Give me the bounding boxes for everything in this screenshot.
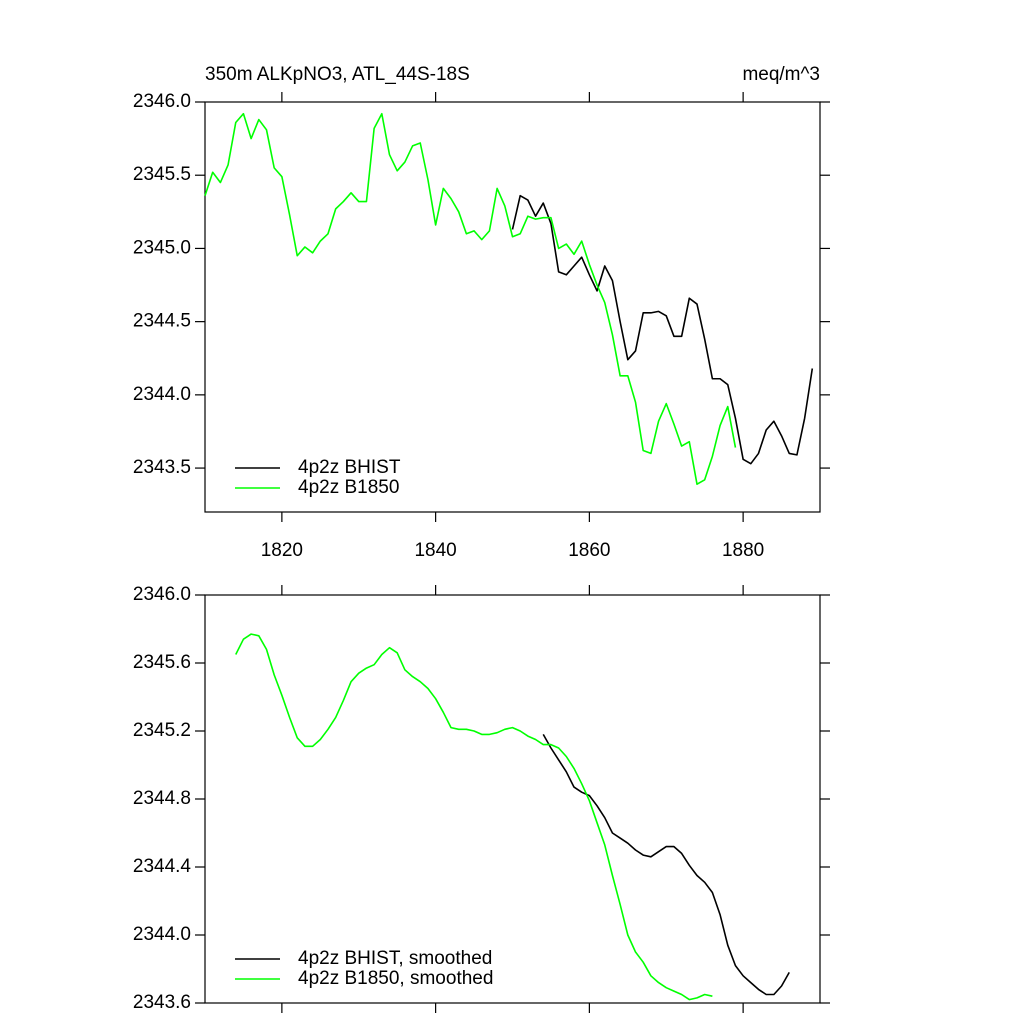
y-tick-label: 2343.6: [133, 992, 191, 1013]
y-tick-label: 2343.5: [133, 457, 191, 478]
y-tick-label: 2346.0: [133, 584, 191, 605]
y-tick-label: 2344.5: [133, 311, 191, 332]
y-tick-label: 2345.5: [133, 164, 191, 185]
legend-label: 4p2z BHIST, smoothed: [298, 948, 492, 969]
y-tick-label: 2344.0: [133, 924, 191, 945]
legend-label: 4p2z BHIST: [298, 457, 401, 478]
x-tick-label: 1820: [261, 540, 303, 561]
units-label: meq/m^3: [742, 64, 820, 85]
legend-label: 4p2z B1850: [298, 477, 399, 498]
legend-label: 4p2z B1850, smoothed: [298, 968, 493, 989]
y-tick-label: 2344.8: [133, 788, 191, 809]
y-tick-label: 2345.0: [133, 237, 191, 258]
y-tick-label: 2345.2: [133, 720, 191, 741]
y-tick-label: 2344.4: [133, 856, 192, 877]
data-line: [511, 194, 814, 465]
chart-panel: 2346.0 2345.6 2345.2 2344.8 2344.4 2344.0 2343…: [133, 584, 830, 1013]
plot-frame: [204, 101, 821, 513]
x-tick-label: 1840: [414, 540, 456, 561]
data-line: [235, 633, 713, 1001]
chart-panel: 350m ALKpNO3, ATL_44S-18S meq/m^3 2346.0 23…: [133, 64, 830, 561]
plot-frame: [204, 594, 821, 1004]
data-line: [542, 734, 790, 996]
x-tick-label: 1860: [568, 540, 610, 561]
y-tick-label: 2345.6: [133, 652, 191, 673]
chart-title: 350m ALKpNO3, ATL_44S-18S: [205, 64, 470, 85]
x-tick-label: 1880: [722, 540, 764, 561]
y-tick-label: 2346.0: [133, 91, 191, 112]
y-tick-label: 2344.0: [133, 384, 191, 405]
data-line: [204, 112, 737, 485]
